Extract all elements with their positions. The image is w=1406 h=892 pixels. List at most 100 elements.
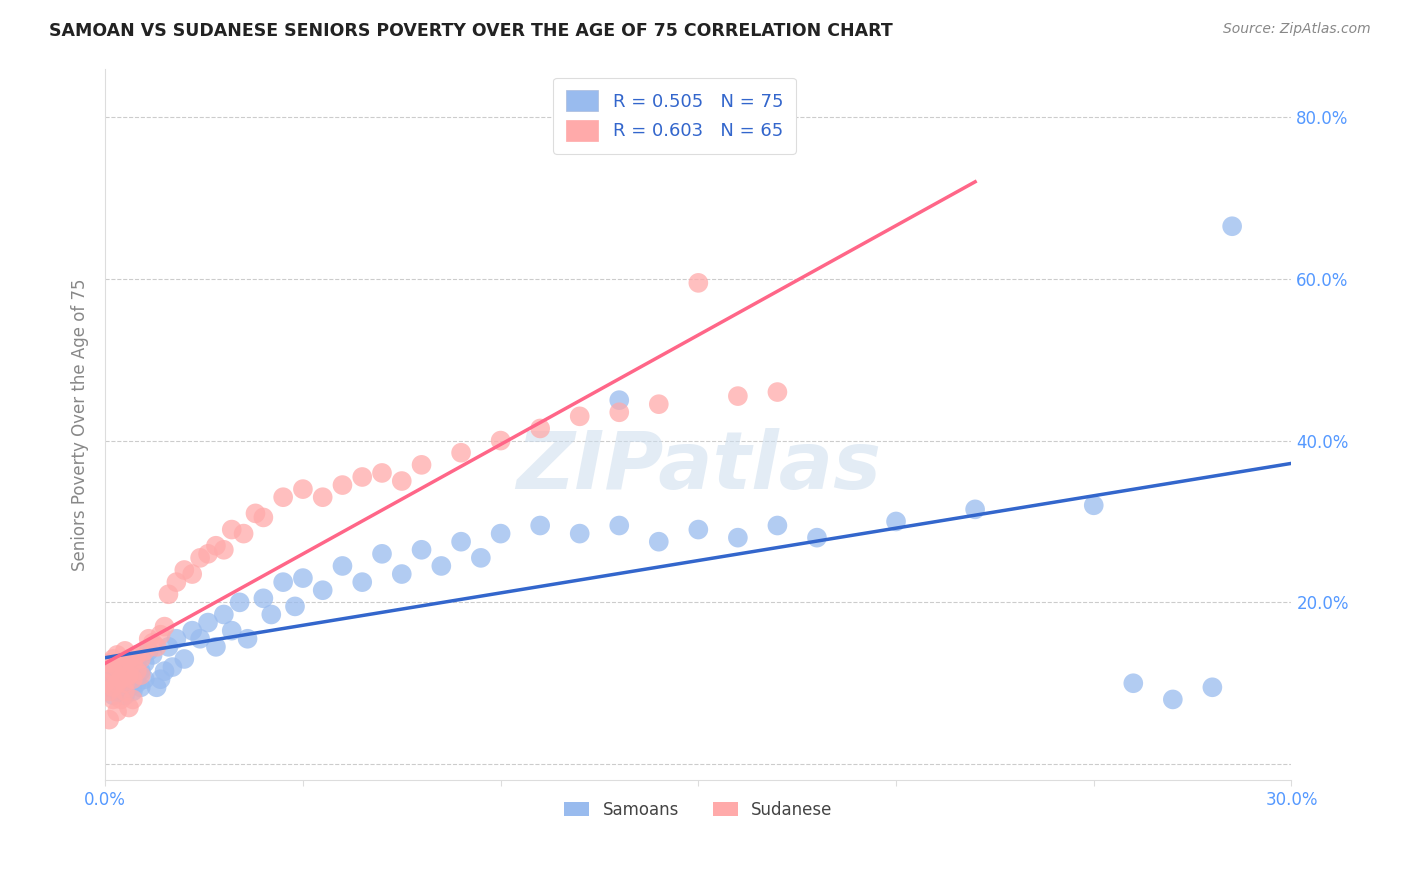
- Point: [766, 385, 789, 400]
- Point: [1201, 680, 1223, 694]
- Point: [352, 575, 374, 590]
- Point: [332, 478, 354, 492]
- Point: [129, 664, 152, 678]
- Point: [188, 550, 211, 565]
- Point: [173, 563, 195, 577]
- Point: [1083, 498, 1105, 512]
- Point: [1161, 692, 1184, 706]
- Point: [105, 676, 128, 690]
- Point: [101, 676, 124, 690]
- Point: [450, 446, 472, 460]
- Legend: Samoans, Sudanese: Samoans, Sudanese: [558, 794, 839, 825]
- Point: [105, 660, 128, 674]
- Point: [101, 660, 124, 674]
- Point: [221, 624, 243, 638]
- Point: [245, 507, 267, 521]
- Point: [607, 393, 630, 408]
- Point: [312, 583, 335, 598]
- Point: [110, 692, 132, 706]
- Point: [529, 421, 551, 435]
- Point: [129, 680, 152, 694]
- Point: [98, 656, 121, 670]
- Point: [568, 526, 591, 541]
- Point: [165, 575, 187, 590]
- Point: [125, 664, 148, 678]
- Point: [122, 672, 145, 686]
- Point: [153, 619, 176, 633]
- Point: [101, 689, 124, 703]
- Point: [114, 660, 136, 674]
- Point: [205, 539, 228, 553]
- Point: [114, 684, 136, 698]
- Point: [105, 648, 128, 662]
- Point: [94, 676, 117, 690]
- Point: [766, 518, 789, 533]
- Point: [291, 571, 314, 585]
- Point: [134, 672, 156, 686]
- Point: [188, 632, 211, 646]
- Point: [162, 660, 184, 674]
- Point: [101, 680, 124, 694]
- Point: [291, 482, 314, 496]
- Point: [284, 599, 307, 614]
- Point: [98, 664, 121, 678]
- Point: [122, 692, 145, 706]
- Point: [181, 624, 204, 638]
- Point: [157, 640, 180, 654]
- Point: [391, 474, 413, 488]
- Point: [197, 615, 219, 630]
- Point: [727, 389, 749, 403]
- Point: [122, 656, 145, 670]
- Point: [149, 628, 172, 642]
- Point: [110, 656, 132, 670]
- Point: [105, 684, 128, 698]
- Y-axis label: Seniors Poverty Over the Age of 75: Seniors Poverty Over the Age of 75: [72, 278, 89, 571]
- Point: [129, 668, 152, 682]
- Point: [110, 668, 132, 682]
- Point: [101, 652, 124, 666]
- Point: [352, 470, 374, 484]
- Point: [118, 652, 141, 666]
- Point: [648, 534, 671, 549]
- Point: [252, 591, 274, 606]
- Point: [260, 607, 283, 622]
- Point: [105, 664, 128, 678]
- Point: [489, 434, 512, 448]
- Point: [489, 526, 512, 541]
- Point: [105, 656, 128, 670]
- Point: [332, 558, 354, 573]
- Point: [197, 547, 219, 561]
- Point: [98, 684, 121, 698]
- Point: [114, 676, 136, 690]
- Point: [411, 542, 433, 557]
- Text: Source: ZipAtlas.com: Source: ZipAtlas.com: [1223, 22, 1371, 37]
- Point: [271, 575, 294, 590]
- Point: [371, 466, 394, 480]
- Point: [221, 523, 243, 537]
- Point: [607, 405, 630, 419]
- Point: [98, 680, 121, 694]
- Point: [312, 490, 335, 504]
- Point: [648, 397, 671, 411]
- Point: [138, 632, 160, 646]
- Point: [114, 664, 136, 678]
- Point: [430, 558, 453, 573]
- Point: [145, 640, 167, 654]
- Point: [205, 640, 228, 654]
- Point: [129, 652, 152, 666]
- Point: [252, 510, 274, 524]
- Point: [688, 276, 710, 290]
- Point: [157, 587, 180, 601]
- Point: [101, 664, 124, 678]
- Point: [125, 676, 148, 690]
- Point: [98, 672, 121, 686]
- Point: [98, 668, 121, 682]
- Point: [212, 607, 235, 622]
- Point: [134, 656, 156, 670]
- Point: [118, 700, 141, 714]
- Point: [122, 664, 145, 678]
- Point: [118, 680, 141, 694]
- Point: [125, 648, 148, 662]
- Point: [232, 526, 254, 541]
- Point: [122, 684, 145, 698]
